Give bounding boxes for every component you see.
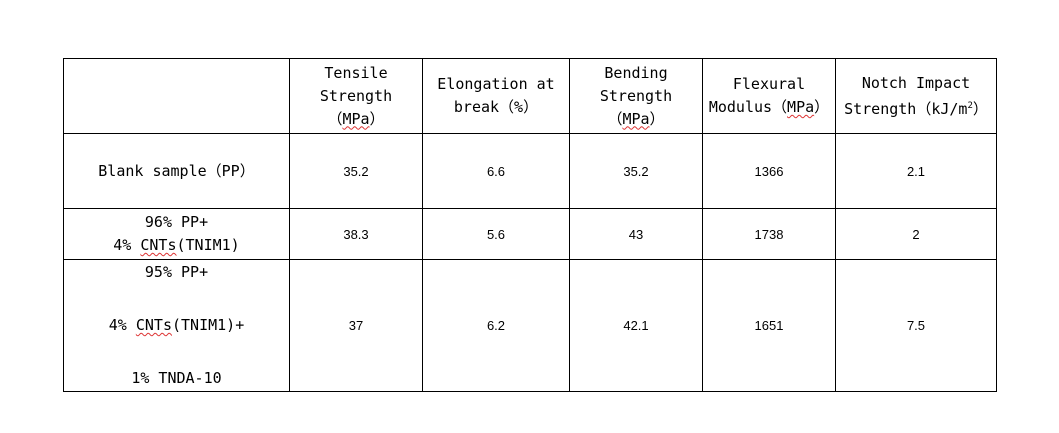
row-label-95pp: 95% PP+ 4% CNTs(TNIM1)+ 1% TNDA-10: [63, 259, 290, 392]
cell-tensile: 37: [289, 259, 423, 392]
table-row: 96% PP+ 4% CNTs(TNIM1) 38.3 5.6 43 1738 …: [63, 208, 997, 260]
header-notch-impact-strength: Notch Impact Strength（kJ/m2）: [835, 58, 997, 134]
cell-elongation: 6.6: [422, 133, 570, 209]
cell-elongation: 5.6: [422, 208, 570, 260]
row-label-blank-sample: Blank sample（PP）: [63, 133, 290, 209]
corner-cell: [63, 58, 290, 134]
cell-notch-impact: 2.1: [835, 133, 997, 209]
row-label-96pp: 96% PP+ 4% CNTs(TNIM1): [63, 208, 290, 260]
cell-notch-impact: 7.5: [835, 259, 997, 392]
cell-notch-impact: 2: [835, 208, 997, 260]
cell-bending: 42.1: [569, 259, 703, 392]
header-row: Tensile Strength （MPa） Elongation at bre…: [63, 58, 997, 134]
header-flexural-modulus: Flexural Modulus（MPa）: [702, 58, 836, 134]
cell-flexural: 1366: [702, 133, 836, 209]
cell-flexural: 1738: [702, 208, 836, 260]
cell-tensile: 35.2: [289, 133, 423, 209]
table-row: 95% PP+ 4% CNTs(TNIM1)+ 1% TNDA-10 37 6.…: [63, 259, 997, 392]
header-elongation-at-break: Elongation at break（%）: [422, 58, 570, 134]
header-bending-strength: Bending Strength （MPa）: [569, 58, 703, 134]
cell-flexural: 1651: [702, 259, 836, 392]
cell-tensile: 38.3: [289, 208, 423, 260]
cell-elongation: 6.2: [422, 259, 570, 392]
properties-table: Tensile Strength （MPa） Elongation at bre…: [63, 58, 997, 392]
table-row: Blank sample（PP） 35.2 6.6 35.2 1366 2.1: [63, 133, 997, 209]
cell-bending: 43: [569, 208, 703, 260]
header-tensile-strength: Tensile Strength （MPa）: [289, 58, 423, 134]
cell-bending: 35.2: [569, 133, 703, 209]
